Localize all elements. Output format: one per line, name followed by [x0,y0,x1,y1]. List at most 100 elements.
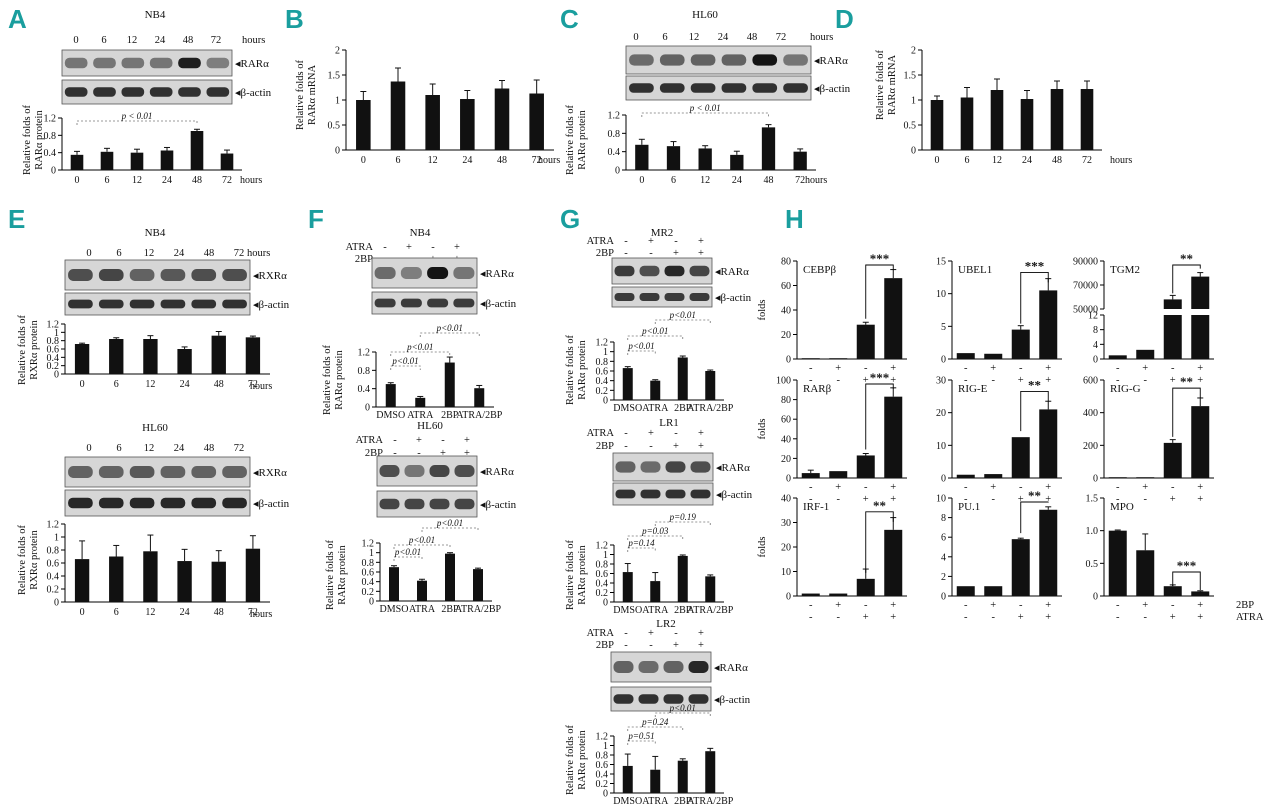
bar [650,581,661,602]
blot-band [453,298,475,308]
blot-band [688,661,709,673]
band-label: ◂β-actin [714,694,751,706]
panel-label-h: H [785,204,804,234]
band-label: ◂RARα [714,662,748,674]
actin-blot [64,292,251,316]
blot-band [721,54,747,66]
atra-sign: - [964,494,968,505]
bar [1020,99,1034,150]
atra-sign: + [1018,375,1024,386]
atra-sign: + [1170,494,1176,505]
blot-band [64,57,88,69]
x-tick-label: 48 [192,175,202,186]
bar [74,344,90,374]
blot-band [664,265,685,277]
bar [445,553,455,601]
axis-break [1105,309,1215,315]
bar [220,153,234,170]
bar [622,572,633,602]
y-axis-label: RARα protein [577,545,588,605]
bar [1191,591,1210,596]
blot-band [98,497,124,509]
y-tick-label: 0.4 [596,376,609,387]
y-tick-label: 1 [369,548,374,559]
blot-background [625,75,812,101]
2bp-sign: - [1116,482,1120,493]
atra-sign: + [454,242,460,253]
bar [1011,437,1030,478]
blot-band [149,87,173,97]
y-tick-label: 600 [1083,376,1098,387]
blot-title: NB4 [145,227,166,239]
p-value-label: p<0.01 [391,356,418,366]
2bp-sign: - [1019,363,1023,374]
blot-band [613,661,634,673]
y-tick-label: 0.8 [608,129,621,140]
actin-blot [376,490,478,518]
p-value-bracket [393,544,451,549]
bar [177,349,192,374]
x-tick-label: 24 [462,155,472,166]
y-tick-label: 1 [911,96,916,107]
atra-sign: - [441,435,445,446]
x-tick-label: 12 [700,175,710,186]
y-tick-label: 20 [781,543,791,554]
y-tick-label: 0.6 [47,559,60,570]
blot-band [721,83,747,93]
blot-band [400,298,422,308]
x-unit-label: hours [240,175,262,186]
atra-sign: - [674,236,678,247]
lane-label: 48 [204,443,215,454]
bar [473,569,483,601]
actin-blot [371,291,478,315]
x-tick-label: ATRA [409,604,436,615]
bar [856,324,875,359]
bar [1039,409,1058,478]
y-tick-label: 0.8 [596,357,609,368]
bar [884,529,903,596]
panel-label-c: C [560,4,579,34]
blot-band [222,299,247,309]
blot-band [429,498,450,510]
gene-name: UBEL1 [958,264,992,276]
atra-sign: - [837,612,841,623]
blot-band [614,265,635,277]
x-tick-label: 72 [222,175,232,186]
2bp-sign: - [964,600,968,611]
bar [956,353,975,359]
y-tick-label: 10 [936,441,946,452]
x-tick-label: DMSO [613,605,642,616]
atra-sign: - [964,375,968,386]
2bp-sign: - [964,363,968,374]
y-tick-label: 1 [54,533,59,544]
atra-sign: + [890,494,896,505]
rar-blot [61,49,233,77]
y-tick-label: 1 [54,328,59,339]
y-axis-label: Relative folds of [295,60,306,130]
bar [677,555,688,602]
y-tick-label: 0.2 [47,361,60,372]
2bp-sign: + [1045,482,1051,493]
2bp-sign: + [698,640,704,651]
blot-band [752,83,778,93]
x-tick-label: 0 [75,175,80,186]
x-tick-label: 24 [180,379,190,390]
p-value-bracket [641,112,769,117]
y-tick-label: 0 [786,355,791,366]
gene-name: CEBPβ [803,264,837,276]
atra-sign: + [863,375,869,386]
x-tick-label: 2BP [674,403,692,414]
bar [177,561,192,602]
bar [494,88,510,150]
bar [390,81,406,150]
actin-blot [610,686,712,712]
p-value-bracket [390,351,451,356]
bar [100,151,114,170]
bar [460,99,475,150]
x-tick-label: 24 [1022,155,1032,166]
lane-label: 6 [116,248,121,259]
blot-background [64,456,251,488]
2bp-sign: - [649,248,653,259]
gene-name: RARβ [803,383,832,395]
atra-sign: + [1197,375,1203,386]
